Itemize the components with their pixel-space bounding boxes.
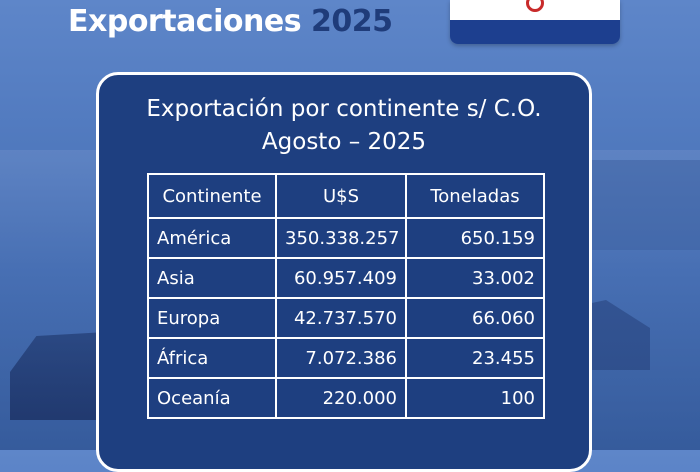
- cell-toneladas: 23.455: [405, 337, 545, 379]
- column-header-usd: U$S: [275, 173, 407, 219]
- cell-toneladas: 33.002: [405, 257, 545, 299]
- cell-toneladas: 100: [405, 377, 545, 419]
- paraguay-flag-icon: [450, 0, 620, 44]
- table-row: Oceanía 220.000 100: [147, 377, 545, 419]
- column-header-toneladas: Toneladas: [405, 173, 545, 219]
- cell-continente: Oceanía: [147, 377, 277, 419]
- cell-continente: Europa: [147, 297, 277, 339]
- cell-continente: América: [147, 217, 277, 259]
- cell-usd: 7.072.386: [275, 337, 407, 379]
- export-summary-card: Exportación por continente s/ C.O. Agost…: [96, 72, 592, 472]
- card-title: Exportación por continente s/ C.O. Agost…: [99, 93, 589, 159]
- flag-seal-icon: [526, 0, 544, 12]
- cell-toneladas: 650.159: [405, 217, 545, 259]
- cell-usd: 60.957.409: [275, 257, 407, 299]
- table-header-row: Continente U$S Toneladas: [147, 173, 545, 219]
- heading-word-exportaciones: Exportaciones: [68, 4, 302, 39]
- column-header-continente: Continente: [147, 173, 277, 219]
- table-row: África 7.072.386 23.455: [147, 337, 545, 379]
- cell-usd: 350.338.257: [275, 217, 407, 259]
- cell-usd: 220.000: [275, 377, 407, 419]
- table-row: Asia 60.957.409 33.002: [147, 257, 545, 299]
- flag-blue-stripe: [450, 20, 620, 44]
- card-title-line2: Agosto – 2025: [261, 129, 427, 155]
- table-row: América 350.338.257 650.159: [147, 217, 545, 259]
- exports-by-continent-table: Continente U$S Toneladas América 350.338…: [147, 173, 545, 419]
- page-heading: Exportaciones 2025: [68, 4, 393, 54]
- cell-continente: África: [147, 337, 277, 379]
- heading-word-year: 2025: [311, 4, 393, 39]
- table-row: Europa 42.737.570 66.060: [147, 297, 545, 339]
- card-title-line1: Exportación por continente s/ C.O.: [146, 96, 542, 122]
- cell-continente: Asia: [147, 257, 277, 299]
- cell-toneladas: 66.060: [405, 297, 545, 339]
- cell-usd: 42.737.570: [275, 297, 407, 339]
